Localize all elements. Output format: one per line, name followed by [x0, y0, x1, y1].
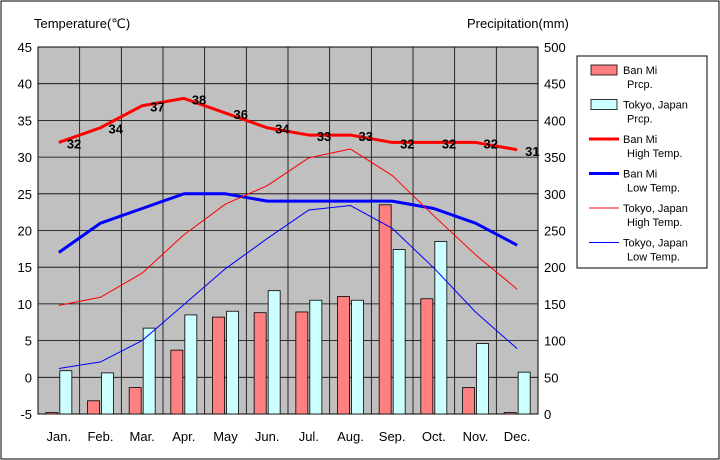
x-tick-label: Nov.: [463, 429, 489, 444]
bar-banmi-prcp: [253, 312, 267, 415]
bar-banmi-prcp: [45, 412, 59, 415]
left-tick-label: 15: [18, 260, 32, 275]
bar-tokyo-prcp: [226, 310, 239, 415]
line-banmi-high: [58, 96, 518, 152]
right-tick-label: 50: [544, 370, 558, 385]
legend-label: Ban Mi: [623, 65, 657, 77]
legend-label: High Temp.: [627, 217, 682, 229]
bar-banmi-prcp: [170, 349, 184, 415]
left-axis-title: Temperature(℃): [34, 16, 130, 31]
legend-label: Tokyo, Japan: [623, 238, 688, 250]
bar-banmi-prcp: [378, 204, 392, 415]
bar-tokyo-prcp: [59, 370, 73, 415]
left-tick-label: 45: [18, 40, 32, 55]
x-tick-label: Jan.: [47, 429, 72, 444]
bar-banmi-prcp: [212, 316, 225, 415]
bar-tokyo-prcp: [392, 249, 406, 415]
data-label-high: 33: [317, 129, 331, 144]
data-label-high: 31: [525, 144, 539, 159]
right-tick-label: 150: [544, 297, 566, 312]
right-tick-label: 350: [544, 150, 566, 165]
left-tick-label: 10: [18, 297, 32, 312]
legend-label: Low Temp.: [627, 252, 680, 264]
bar-tokyo-prcp: [517, 371, 531, 415]
left-tick-label: 35: [18, 113, 32, 128]
bar-banmi-prcp: [337, 296, 350, 415]
left-tick-label: 25: [18, 187, 32, 202]
right-tick-label: 500: [544, 40, 566, 55]
line-tokyo-low: [58, 205, 518, 369]
line-banmi-low: [57, 192, 518, 254]
line-tokyo-high: [58, 148, 518, 306]
left-tick-label: 0: [25, 370, 32, 385]
data-label-high: 33: [359, 129, 373, 144]
data-label-high: 32: [400, 136, 414, 151]
bar-tokyo-prcp: [309, 299, 323, 415]
left-tick-label: 40: [18, 77, 32, 92]
data-label-high: 32: [484, 136, 498, 151]
data-label-high: 38: [192, 92, 206, 107]
bar-banmi-prcp: [295, 311, 309, 415]
legend-swatch: [590, 64, 618, 76]
bar-tokyo-prcp: [476, 343, 489, 415]
left-tick-label: 30: [18, 150, 32, 165]
data-label-high: 34: [109, 122, 124, 137]
data-label-high: 32: [442, 136, 456, 151]
bar-tokyo-prcp: [101, 372, 114, 415]
right-tick-label: 0: [544, 407, 551, 422]
right-tick-label: 200: [544, 260, 566, 275]
bar-tokyo-prcp: [142, 327, 156, 415]
bar-tokyo-prcp: [184, 314, 198, 415]
x-tick-label: Oct.: [422, 429, 446, 444]
bar-banmi-prcp: [420, 298, 434, 415]
bar-banmi-prcp: [87, 400, 100, 415]
data-label-high: 37: [150, 100, 164, 115]
legend-label: High Temp.: [627, 148, 682, 160]
left-tick-label: -5: [20, 407, 32, 422]
x-tick-label: Dec.: [504, 429, 531, 444]
data-label-high: 36: [234, 107, 248, 122]
data-label-high: 34: [275, 122, 290, 137]
right-tick-label: 450: [544, 77, 566, 92]
right-tick-label: 100: [544, 334, 566, 349]
x-tick-label: May: [213, 429, 238, 444]
left-tick-label: 5: [25, 334, 32, 349]
legend-label: Ban Mi: [623, 169, 657, 181]
legend-label: Low Temp.: [627, 183, 680, 195]
legend-label: Tokyo, Japan: [623, 203, 688, 215]
grid-lines: [38, 47, 538, 414]
x-tick-label: Apr.: [172, 429, 195, 444]
right-tick-label: 300: [544, 187, 566, 202]
x-tick-label: Aug.: [337, 429, 364, 444]
bar-tokyo-prcp: [267, 290, 281, 415]
legend-label: Prcp.: [627, 79, 653, 91]
data-labels: 32 34 37 38 36 34 33 33 32 32 32 31: [67, 92, 540, 158]
bar-banmi-prcp: [128, 387, 142, 415]
axes: -505101520253035404505010015020025030035…: [18, 40, 566, 444]
bar-tokyo-prcp: [351, 299, 364, 415]
bar-banmi-prcp: [503, 412, 517, 415]
bar-layer: [45, 204, 531, 415]
x-tick-label: Sep.: [379, 429, 406, 444]
data-label-high: 32: [67, 136, 81, 151]
bar-banmi-prcp: [462, 387, 475, 415]
x-tick-label: Jul.: [299, 429, 319, 444]
line-layer: [57, 96, 518, 369]
legend-label: Prcp.: [627, 114, 653, 126]
x-tick-label: Feb.: [87, 429, 113, 444]
right-axis-title: Precipitation(mm): [467, 16, 569, 31]
right-tick-label: 250: [544, 224, 566, 239]
legend: Ban Mi Prcp. Tokyo, Japan Prcp. Ban Mi High T…: [576, 55, 708, 269]
x-tick-label: Mar.: [130, 429, 155, 444]
legend-label: Ban Mi: [623, 134, 657, 146]
legend-label: Tokyo, Japan: [623, 100, 688, 112]
left-tick-label: 20: [18, 224, 32, 239]
legend-swatch: [590, 99, 618, 110]
right-tick-label: 400: [544, 113, 566, 128]
x-tick-label: Jun.: [255, 429, 280, 444]
bar-tokyo-prcp: [434, 241, 448, 415]
legend-box: [576, 55, 708, 269]
